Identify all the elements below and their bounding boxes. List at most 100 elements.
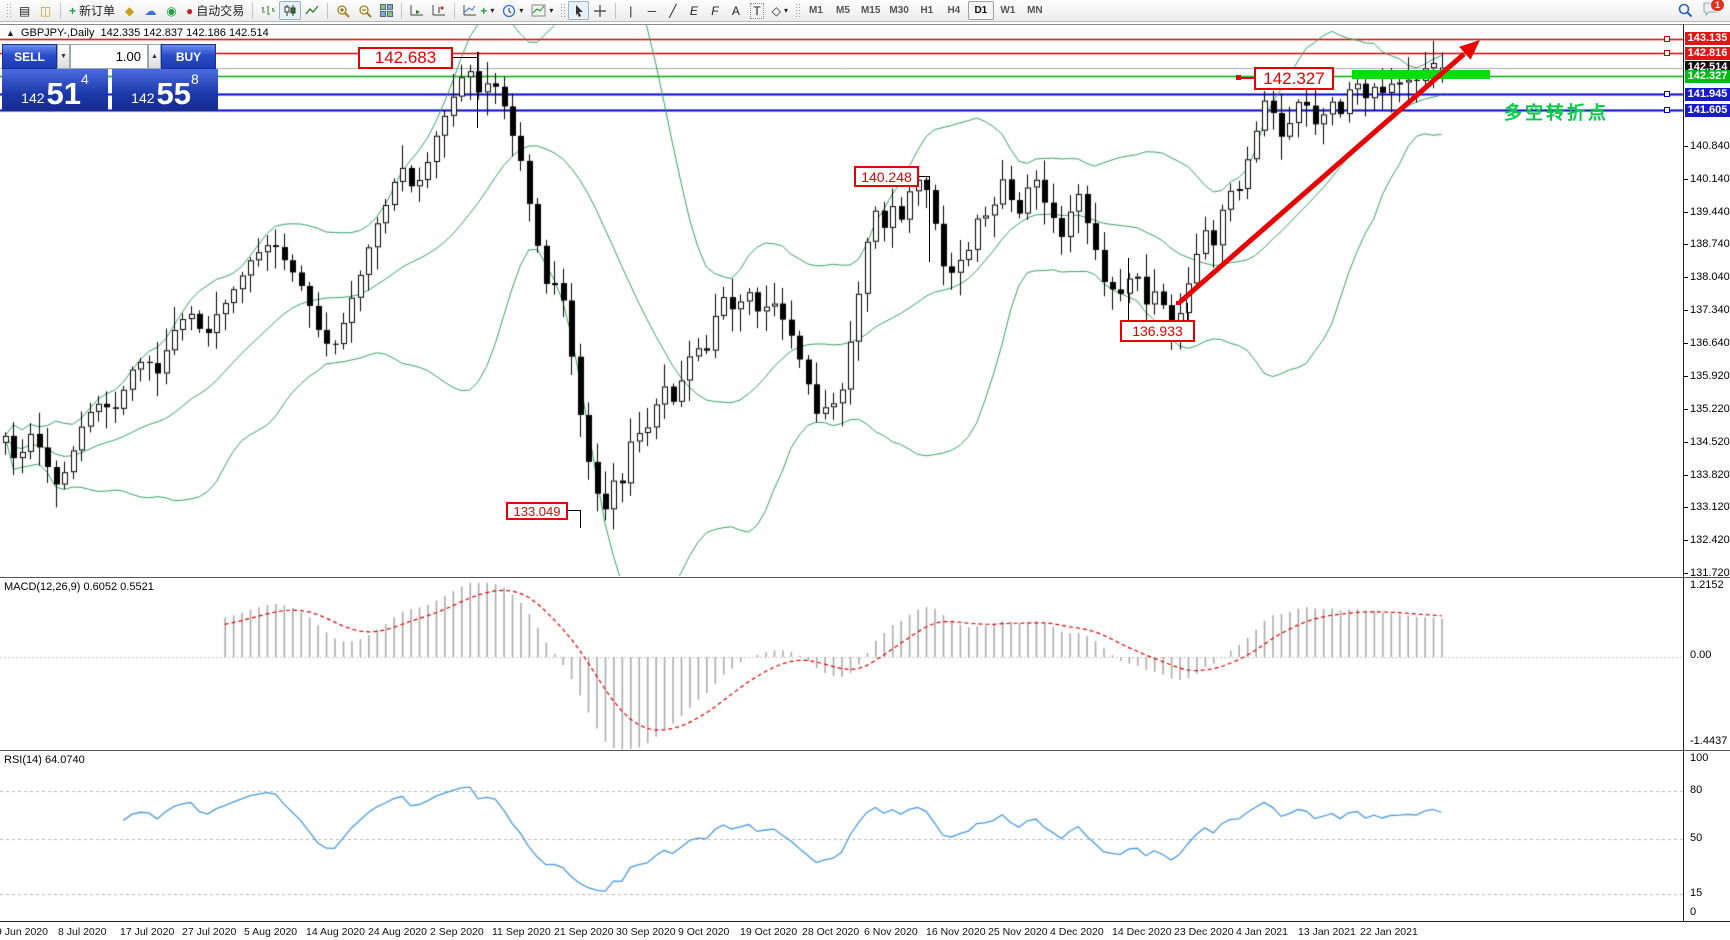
toolbar-grip[interactable]	[6, 2, 11, 19]
profiles-button[interactable]: ◫	[35, 1, 56, 20]
date-label: 27 Jul 2020	[182, 926, 237, 938]
line-handle[interactable]	[1664, 91, 1670, 98]
volume-decrease-button[interactable]: ▼	[57, 44, 70, 69]
candlestick-mode-button[interactable]	[279, 1, 302, 20]
vertical-line-tool-button[interactable]: |	[620, 1, 641, 20]
zoom-out-button[interactable]	[354, 1, 376, 20]
timeframe-H4[interactable]: H4	[947, 5, 961, 16]
macd-scale-0.00: 0.00	[1690, 649, 1712, 661]
channel-tool-button[interactable]: E	[683, 1, 704, 20]
price-marker-141.605: 141.605	[1685, 103, 1730, 117]
autotrading-button[interactable]: ● 自动交易	[182, 1, 248, 20]
shapes-icon: ◇	[771, 3, 781, 18]
price-annotation-140248[interactable]: 140.248	[854, 166, 919, 187]
price-tick-mark	[1684, 277, 1688, 279]
fibonacci-tool-button[interactable]: F	[704, 1, 725, 20]
notifications-button[interactable]: 1	[1703, 0, 1725, 19]
text-tool-button[interactable]: A	[725, 1, 746, 20]
date-label: 9 Jun 2020	[0, 926, 48, 938]
timeframe-H1[interactable]: H1	[920, 5, 934, 16]
price-tick-mark	[1684, 474, 1688, 476]
date-label: 24 Aug 2020	[368, 926, 427, 938]
caret-down-icon: ▼	[60, 53, 67, 60]
price-tick-mark	[1684, 244, 1688, 246]
search-icon[interactable]	[1678, 3, 1693, 18]
text-label-tool-button[interactable]: T	[746, 1, 767, 20]
signals-icon: ◉	[166, 3, 177, 18]
rsi-scale-0: 0	[1690, 906, 1697, 918]
line-chart-mode-button[interactable]	[301, 1, 323, 20]
timeframe-M5[interactable]: M5	[836, 5, 850, 16]
crosshair-tool-button[interactable]	[589, 1, 611, 20]
bar-chart-mode-button[interactable]	[257, 1, 279, 20]
date-label: 2 Sep 2020	[430, 926, 484, 938]
community-button[interactable]: ☁	[140, 1, 161, 20]
volume-input[interactable]	[70, 44, 148, 69]
cursor-tool-button[interactable]	[568, 1, 590, 20]
highlight-button[interactable]: ◆	[119, 1, 140, 20]
horizontal-line-tool-button[interactable]: ─	[641, 1, 662, 20]
bid-price-display[interactable]: 142 51 4	[2, 69, 108, 111]
date-label: 11 Sep 2020	[492, 926, 551, 938]
line-handle[interactable]	[1664, 50, 1670, 57]
price-tick: 135.220	[1690, 403, 1730, 416]
zoom-out-icon	[359, 4, 373, 18]
line-handle[interactable]	[1664, 35, 1670, 42]
price-marker-143.135: 143.135	[1685, 32, 1730, 46]
rsi-scale-80: 80	[1690, 784, 1703, 796]
templates-dropdown-icon: ▾	[549, 6, 554, 15]
volume-increase-button[interactable]: ▲	[148, 44, 161, 69]
tile-windows-button[interactable]	[376, 1, 397, 20]
chart-shift-icon	[432, 5, 446, 16]
new-chart-button[interactable]: ▤	[14, 1, 35, 20]
macd-scale-1.2152: 1.2152	[1690, 579, 1724, 591]
price-tick: 133.820	[1690, 468, 1730, 481]
tile-windows-icon	[380, 4, 394, 17]
ask-price-display[interactable]: 142 55 8	[112, 69, 218, 111]
timeframe-M30[interactable]: M30	[889, 5, 909, 16]
line-handle[interactable]	[1664, 107, 1670, 114]
price-annotation-142327[interactable]: 142.327	[1254, 67, 1334, 90]
new-order-button[interactable]: + 新订单	[65, 1, 119, 20]
macd-pane-separator[interactable]	[0, 577, 1730, 578]
shapes-tool-button[interactable]: ◇ ▾	[768, 1, 792, 20]
price-tick-mark	[1684, 572, 1688, 574]
price-annotation-142683[interactable]: 142.683	[358, 47, 453, 69]
channel-icon: E	[689, 3, 698, 18]
sell-button[interactable]: SELL	[2, 44, 57, 69]
trendline-tool-button[interactable]: ╱	[662, 1, 683, 20]
indicators-plus-icon: +	[480, 3, 488, 18]
toolbar-grip[interactable]	[560, 2, 566, 19]
main-toolbar: ▤ ◫ + 新订单 ◆ ☁ ◉ ● 自动交易	[0, 0, 1730, 22]
price-tick: 138.740	[1690, 238, 1730, 251]
chart-shift-button[interactable]	[428, 1, 450, 20]
timeframe-M15[interactable]: M15	[860, 5, 881, 16]
horizontal-line-icon: ─	[647, 3, 657, 18]
timeframe-M1[interactable]: M1	[809, 5, 823, 16]
toolbar-grip[interactable]	[794, 2, 800, 19]
date-label: 16 Nov 2020	[926, 926, 986, 938]
timeframe-W1[interactable]: W1	[1000, 5, 1016, 16]
ask-prefix: 142	[131, 90, 155, 106]
timeframe-MN[interactable]: MN	[1027, 5, 1043, 16]
zoom-in-button[interactable]	[332, 1, 354, 20]
shapes-dropdown-icon: ▾	[783, 6, 788, 15]
price-annotation-133049[interactable]: 133.049	[506, 502, 568, 520]
turning-point-note[interactable]: 多空转折点	[1504, 103, 1609, 123]
rsi-pane-separator[interactable]	[0, 750, 1730, 751]
price-annotation-136933[interactable]: 136.933	[1120, 320, 1195, 342]
price-tick: 136.640	[1690, 336, 1730, 349]
indicators-button[interactable]: + ▾	[459, 1, 498, 20]
auto-scroll-button[interactable]	[406, 1, 428, 20]
signals-button[interactable]: ◉	[161, 1, 182, 20]
timeframe-D1[interactable]: D1	[967, 1, 994, 20]
periods-button[interactable]: ▾	[498, 1, 527, 20]
chart-ohlc-readout: 142.335 142.837 142.186 142.514	[100, 27, 269, 39]
templates-button[interactable]: ▾	[527, 1, 557, 20]
ask-pip-digit: 8	[191, 71, 199, 87]
green-highlight-band[interactable]	[1352, 70, 1490, 79]
buy-button[interactable]: BUY	[161, 44, 216, 69]
new-order-icon: +	[69, 3, 77, 18]
